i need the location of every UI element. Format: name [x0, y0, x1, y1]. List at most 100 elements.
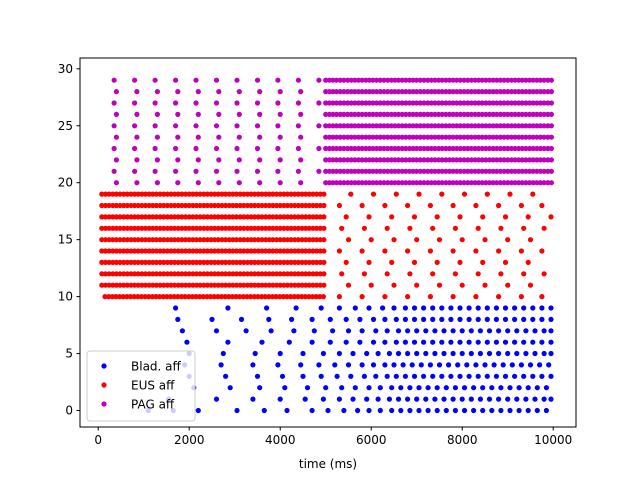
point-blad-aff — [511, 373, 518, 379]
point-eus-aff — [172, 282, 178, 288]
point-blad-aff — [537, 362, 543, 368]
point-pag-aff — [370, 145, 376, 152]
point-blad-aff — [525, 385, 531, 391]
point-blad-aff — [382, 362, 388, 368]
point-eus-aff — [263, 271, 269, 277]
point-eus-aff — [113, 191, 119, 197]
point-pag-aff — [490, 111, 496, 117]
point-eus-aff — [110, 237, 116, 243]
point-pag-aff — [341, 123, 347, 129]
point-eus-aff — [124, 191, 130, 197]
point-blad-aff — [357, 316, 363, 322]
point-pag-aff — [366, 111, 372, 117]
point-pag-aff — [490, 77, 496, 83]
point-eus-aff — [484, 191, 490, 197]
point-pag-aff — [254, 145, 261, 152]
point-eus-aff — [164, 259, 170, 265]
point-pag-aff — [421, 145, 427, 152]
point-pag-aff — [476, 157, 482, 163]
point-pag-aff — [257, 180, 263, 186]
point-eus-aff — [179, 248, 185, 254]
point-pag-aff — [352, 100, 358, 106]
point-blad-aff — [541, 328, 547, 334]
point-pag-aff — [443, 145, 449, 152]
point-eus-aff — [186, 282, 192, 288]
point-pag-aff — [527, 100, 533, 106]
point-eus-aff — [411, 214, 418, 220]
point-eus-aff — [263, 282, 269, 288]
point-blad-aff — [316, 362, 322, 368]
point-eus-aff — [317, 225, 323, 231]
point-pag-aff — [388, 134, 394, 140]
point-pag-aff — [366, 168, 372, 174]
point-blad-aff — [441, 396, 447, 402]
point-pag-aff — [348, 100, 354, 106]
point-pag-aff — [385, 111, 391, 117]
point-eus-aff — [164, 248, 170, 254]
point-pag-aff — [326, 157, 332, 163]
point-pag-aff — [363, 145, 369, 152]
point-pag-aff — [527, 134, 533, 140]
point-eus-aff — [299, 214, 305, 220]
point-blad-aff — [395, 350, 402, 357]
point-blad-aff — [521, 339, 527, 345]
point-blad-aff — [505, 328, 511, 334]
point-eus-aff — [317, 202, 323, 209]
point-pag-aff — [428, 157, 434, 163]
point-pag-aff — [472, 89, 478, 95]
point-eus-aff — [146, 202, 152, 209]
point-pag-aff — [352, 168, 358, 174]
point-pag-aff — [381, 123, 387, 129]
point-pag-aff — [421, 100, 427, 106]
point-blad-aff — [450, 328, 456, 334]
point-eus-aff — [361, 271, 367, 277]
x-tick-label: 2000 — [174, 433, 205, 447]
point-pag-aff — [505, 157, 511, 163]
point-pag-aff — [363, 180, 369, 186]
point-eus-aff — [233, 237, 240, 243]
point-pag-aff — [497, 89, 504, 95]
point-eus-aff — [527, 237, 534, 243]
point-blad-aff — [509, 362, 515, 368]
point-eus-aff — [106, 237, 112, 243]
point-eus-aff — [280, 294, 286, 300]
point-blad-aff — [430, 373, 436, 379]
point-pag-aff — [392, 157, 398, 163]
point-blad-aff — [459, 396, 465, 402]
point-eus-aff — [303, 225, 309, 231]
point-pag-aff — [446, 123, 453, 129]
point-pag-aff — [548, 89, 555, 95]
point-pag-aff — [377, 100, 383, 106]
point-eus-aff — [117, 259, 123, 265]
point-pag-aff — [443, 89, 449, 95]
point-eus-aff — [284, 271, 291, 277]
point-pag-aff — [472, 77, 478, 83]
point-eus-aff — [128, 214, 134, 220]
point-pag-aff — [530, 100, 536, 106]
point-pag-aff — [454, 168, 460, 174]
point-eus-aff — [215, 271, 221, 277]
point-pag-aff — [450, 168, 456, 174]
point-pag-aff — [541, 100, 547, 106]
point-eus-aff — [110, 225, 116, 231]
point-blad-aff — [502, 305, 509, 311]
point-eus-aff — [281, 202, 287, 209]
point-blad-aff — [421, 316, 427, 322]
point-pag-aff — [388, 100, 394, 106]
point-pag-aff — [277, 89, 283, 95]
point-pag-aff — [519, 168, 525, 174]
point-blad-aff — [493, 316, 499, 322]
point-pag-aff — [381, 100, 387, 106]
point-pag-aff — [545, 123, 551, 129]
point-eus-aff — [248, 225, 254, 231]
point-pag-aff — [410, 89, 416, 95]
point-eus-aff — [348, 191, 354, 197]
point-eus-aff — [248, 271, 254, 277]
point-eus-aff — [102, 294, 108, 300]
point-pag-aff — [421, 168, 427, 174]
point-eus-aff — [117, 271, 123, 277]
point-pag-aff — [534, 157, 540, 163]
point-pag-aff — [450, 145, 456, 152]
point-eus-aff — [389, 259, 395, 265]
